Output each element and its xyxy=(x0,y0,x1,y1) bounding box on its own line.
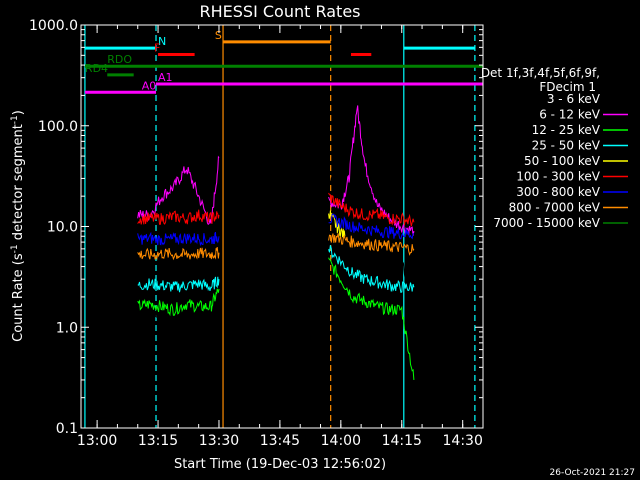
series-line xyxy=(137,233,220,329)
series-line xyxy=(137,155,220,226)
flag-label: RDO xyxy=(107,53,132,66)
flag-label: A1 xyxy=(158,71,173,84)
legend-label: 25 - 50 keV xyxy=(532,139,601,153)
series-line xyxy=(328,213,414,240)
series-lines xyxy=(137,105,415,380)
x-tick-label: 13:15 xyxy=(138,433,178,449)
y-tick-label: 0.1 xyxy=(56,421,78,437)
series-line xyxy=(137,231,220,247)
series-line xyxy=(137,276,220,293)
series-line xyxy=(137,247,220,261)
y-axis: 0.1 1.0 10.0 100.0 1000.0 xyxy=(29,18,483,437)
series-line xyxy=(328,245,415,293)
legend-label: 12 - 25 keV xyxy=(532,123,601,137)
series-line xyxy=(328,192,415,227)
legend-label: 3 - 6 keV xyxy=(547,92,601,106)
x-tick-label: 13:00 xyxy=(77,433,117,449)
legend-label: 300 - 800 keV xyxy=(516,185,600,199)
legend: Det 1f,3f,4f,5f,6f,9f, FDecim 1 3 - 6 ke… xyxy=(481,66,628,230)
legend-header-line-1: Det 1f,3f,4f,5f,6f,9f, xyxy=(481,66,600,80)
legend-label: 50 - 100 keV xyxy=(524,154,601,168)
x-tick-label: 14:15 xyxy=(382,433,422,449)
timestamp: 26-Oct-2021 21:27 xyxy=(550,468,635,478)
series-line xyxy=(328,257,415,380)
y-tick-label: 1000.0 xyxy=(29,18,78,34)
y-tick-label: 1.0 xyxy=(56,320,78,336)
chart-title: RHESSI Count Rates xyxy=(200,2,361,21)
legend-label: 7000 - 15000 keV xyxy=(493,216,600,230)
series-line xyxy=(328,105,415,236)
series-line xyxy=(137,288,220,317)
y-tick-label: 100.0 xyxy=(38,119,78,135)
x-tick-label: 14:30 xyxy=(443,433,483,449)
legend-header-line-2: FDecim 1 xyxy=(539,80,596,94)
series-line xyxy=(137,209,220,225)
flag-label: N xyxy=(158,35,166,48)
legend-label: 800 - 7000 keV xyxy=(509,201,601,215)
x-axis: 13:00 13:15 13:30 13:45 14:00 14:15 14:30 xyxy=(77,25,484,449)
x-tick-label: 14:00 xyxy=(321,433,361,449)
series-line xyxy=(328,233,415,256)
y-axis-title: Count Rate (s-1 detector segment-1) xyxy=(10,110,26,342)
flag-label: F xyxy=(154,41,160,54)
legend-label: 100 - 300 keV xyxy=(516,170,600,184)
x-tick-label: 13:30 xyxy=(199,433,239,449)
y-tick-label: 10.0 xyxy=(47,220,78,236)
series-line xyxy=(328,109,415,320)
legend-label: 6 - 12 keV xyxy=(539,108,601,122)
x-axis-title: Start Time (19-Dec-03 12:56:02) xyxy=(174,457,386,472)
x-tick-label: 13:45 xyxy=(260,433,300,449)
flag-label: S xyxy=(215,29,222,42)
flag-label: A0 xyxy=(142,79,157,92)
flag-label: RD4 xyxy=(85,62,108,75)
